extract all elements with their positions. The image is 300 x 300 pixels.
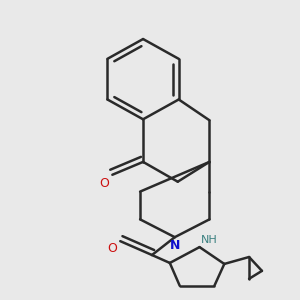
Text: O: O (107, 242, 117, 255)
Text: N: N (169, 239, 180, 252)
Text: O: O (100, 177, 110, 190)
Text: NH: NH (200, 235, 217, 245)
